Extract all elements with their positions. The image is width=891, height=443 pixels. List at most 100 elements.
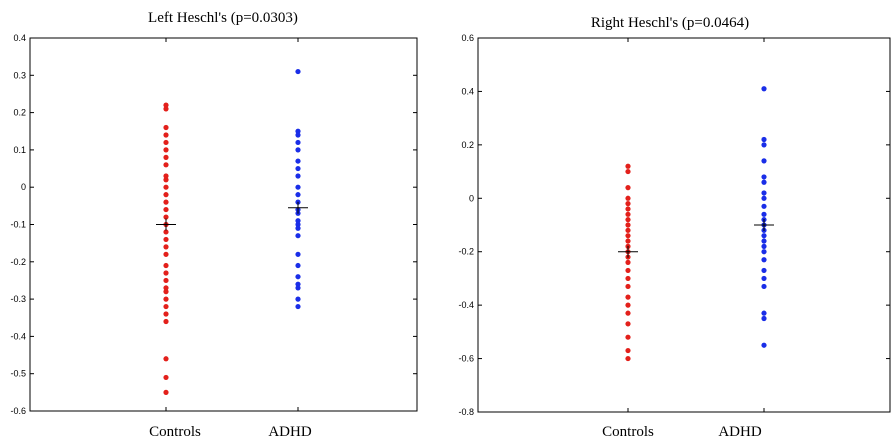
right-chart-title: Right Heschl's (p=0.0464): [591, 15, 749, 31]
right-point-controls: [625, 233, 631, 239]
right-point-adhd: [761, 195, 767, 201]
right-point-controls: [625, 211, 631, 217]
right-y-tick-label: 0: [469, 193, 474, 203]
left-point-controls: [163, 356, 169, 362]
right-y-tick-label: -0.2: [458, 247, 474, 257]
left-point-controls: [163, 206, 169, 213]
left-point-adhd: [295, 281, 301, 287]
left-y-tick-label: -0.5: [10, 369, 26, 379]
right-point-adhd: [761, 190, 767, 196]
right-point-controls: [625, 267, 631, 274]
left-point-controls: [163, 251, 169, 257]
right-point-adhd: [761, 342, 767, 348]
left-panel: Left Heschl's (p=0.0303) 0.4 0.3 0.2 0.1 0 -0…: [10, 10, 418, 440]
right-point-adhd: [761, 243, 767, 249]
right-point-controls: [625, 347, 631, 354]
left-chart-title: Left Heschl's (p=0.0303): [148, 10, 298, 26]
left-point-adhd: [295, 296, 301, 302]
left-point-controls: [163, 389, 169, 395]
left-y-tick-label: 0.1: [13, 145, 26, 155]
right-point-controls: [625, 168, 631, 175]
left-point-adhd: [295, 274, 301, 280]
right-point-controls: [625, 163, 631, 169]
right-point-controls: [625, 227, 631, 233]
right-point-adhd: [761, 267, 767, 274]
left-x-tick-adhd: ADHD: [268, 424, 311, 440]
left-point-controls: [163, 296, 169, 302]
left-y-tick-label: -0.4: [10, 331, 26, 341]
right-mean-markers: [618, 219, 774, 258]
left-point-controls: [163, 173, 169, 179]
right-point-controls: [625, 185, 631, 191]
right-point-adhd: [761, 203, 767, 209]
right-point-adhd: [761, 249, 767, 255]
left-point-controls: [163, 102, 169, 108]
right-point-adhd: [761, 142, 767, 148]
right-point-controls: [625, 275, 631, 282]
right-point-adhd: [761, 257, 767, 263]
right-point-adhd: [761, 238, 767, 244]
left-point-adhd: [295, 147, 301, 153]
left-y-tick-label: -0.3: [10, 294, 26, 304]
right-point-adhd: [761, 233, 767, 239]
left-point-controls: [163, 229, 169, 235]
right-y-tick-label: 0.6: [461, 33, 474, 43]
left-point-adhd: [295, 192, 301, 198]
right-point-controls: [625, 195, 631, 201]
left-point-controls: [163, 262, 169, 269]
left-point-controls: [163, 285, 169, 291]
right-point-controls: [625, 259, 631, 265]
right-point-controls: [625, 321, 631, 327]
left-plot-frame: [29, 37, 418, 412]
left-point-adhd: [295, 132, 301, 138]
right-point-controls: [625, 217, 631, 223]
left-point-controls: [163, 106, 169, 112]
left-y-tick-label: -0.2: [10, 257, 26, 267]
right-point-adhd: [761, 310, 767, 316]
right-x-tick-adhd: ADHD: [718, 424, 761, 440]
right-y-tick-label: -0.8: [458, 407, 474, 417]
right-point-controls: [625, 222, 631, 228]
right-y-tick-label: -0.4: [458, 300, 474, 310]
right-y-axis: 0.6 0.4 0.2 0 -0.2 -0.4 -0.6 -0.8: [458, 33, 890, 417]
left-x-tick-controls: Controls: [149, 424, 201, 440]
right-point-adhd: [761, 179, 767, 185]
right-plot-frame: [477, 37, 891, 413]
right-y-tick-label: -0.6: [458, 354, 474, 364]
right-point-adhd: [761, 86, 767, 92]
right-point-controls: [625, 302, 631, 308]
left-point-adhd: [295, 158, 301, 164]
left-point-controls: [163, 177, 169, 183]
right-point-controls: [625, 310, 631, 316]
left-point-adhd: [295, 184, 301, 190]
right-point-controls: [625, 238, 631, 244]
left-y-tick-label: -0.6: [10, 406, 26, 416]
left-point-controls: [163, 139, 169, 146]
right-point-controls: [625, 206, 631, 212]
right-point-adhd: [761, 158, 767, 164]
left-y-tick-label: 0.4: [13, 33, 26, 43]
right-data-points: [625, 86, 767, 362]
left-point-controls: [163, 244, 169, 250]
left-point-controls: [163, 184, 169, 190]
left-point-controls: [163, 199, 169, 205]
left-point-adhd: [295, 225, 301, 231]
left-point-adhd: [295, 68, 301, 75]
right-point-adhd: [761, 211, 767, 217]
left-point-adhd: [295, 251, 301, 257]
left-point-controls: [163, 147, 169, 153]
left-point-adhd: [295, 262, 301, 269]
left-point-adhd: [295, 139, 301, 146]
right-point-adhd: [761, 275, 767, 282]
left-point-controls: [163, 318, 169, 325]
right-point-controls: [625, 294, 631, 300]
left-point-adhd: [295, 303, 301, 310]
left-point-controls: [163, 374, 169, 381]
right-x-tick-controls: Controls: [602, 424, 654, 440]
left-point-adhd: [295, 221, 301, 228]
right-point-adhd: [761, 315, 767, 322]
right-point-controls: [625, 334, 631, 340]
left-mean-markers: [156, 201, 308, 231]
right-panel: Right Heschl's (p=0.0464) 0.6 0.4 0.2 0 -0.2…: [458, 15, 891, 440]
